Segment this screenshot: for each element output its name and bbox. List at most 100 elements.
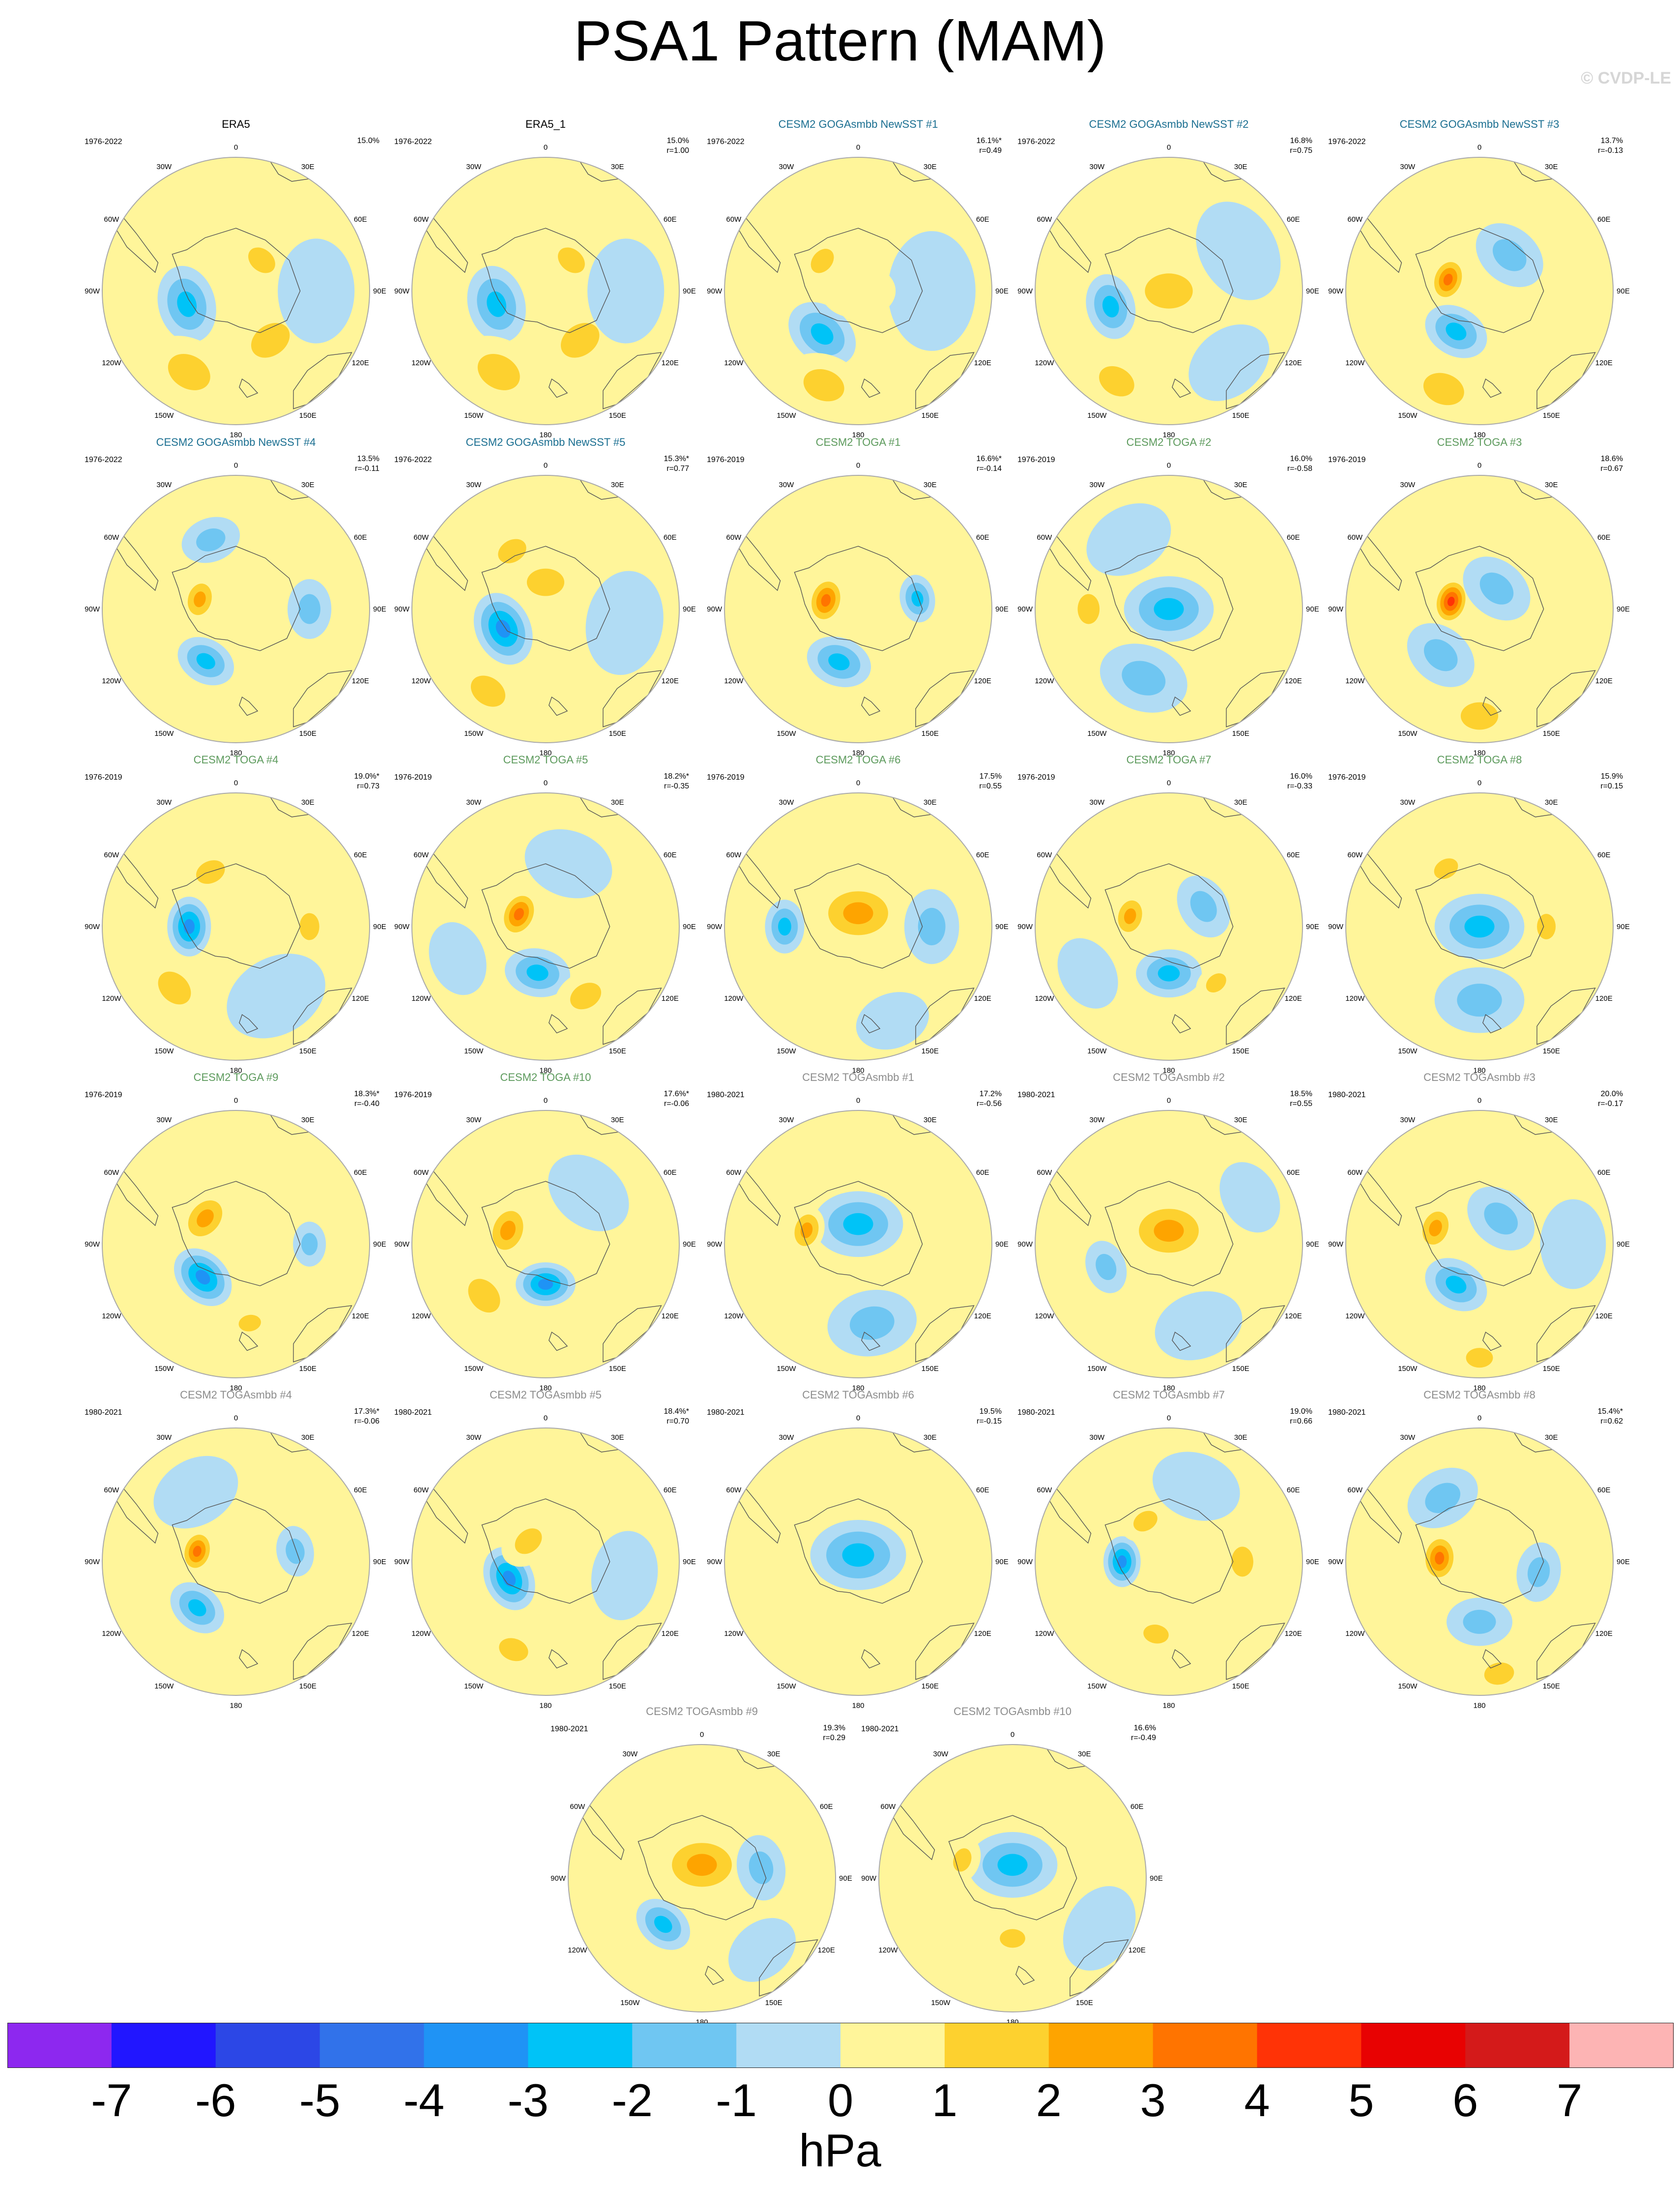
anomaly-contour <box>585 571 664 675</box>
meridian-label: 120E <box>662 1630 679 1638</box>
meridian-label: 180 <box>1162 1066 1175 1075</box>
meridian-label: 60E <box>1597 533 1611 542</box>
anomaly-contour <box>499 1638 528 1661</box>
panel-variance-percent: 18.5% <box>1290 1090 1312 1098</box>
coastline <box>915 1305 975 1363</box>
panel-grid: 0 30E 60E 90E 120E 150E 180 150W 120W 90W 60W 30W ER… <box>85 118 1632 2026</box>
meridian-label: 60W <box>104 1168 119 1177</box>
meridian-label: 90E <box>1617 1240 1630 1249</box>
meridian-label: 60E <box>354 851 367 859</box>
coastline <box>579 161 619 182</box>
panel-pattern-correlation: r=-0.49 <box>1130 1734 1156 1742</box>
meridian-label: 0 <box>234 1097 238 1105</box>
meridian-label: 180 <box>539 749 551 757</box>
colorbar-tick: 3 <box>1140 2074 1166 2126</box>
colorbar-bin <box>319 2023 425 2068</box>
anomaly-contour <box>1368 938 1429 1009</box>
panel-years: 1976-2022 <box>1328 138 1366 146</box>
panel-title: CESM2 TOGA #2 <box>1126 436 1212 448</box>
meridian-label: 30W <box>1089 481 1105 489</box>
meridian-label: 30W <box>1089 1433 1105 1442</box>
panel-years: 1980-2021 <box>861 1725 899 1733</box>
anomaly-contour <box>1435 1552 1445 1565</box>
anomaly-contour <box>470 675 506 707</box>
coastline <box>794 863 923 969</box>
polar-map: 0 30E 60E 90E 120E 150E 180 150W 120W 90W 60W 30W <box>1017 1414 1319 1710</box>
anomaly-contour <box>1423 373 1464 406</box>
panel-variance-percent: 19.0% <box>1290 1407 1312 1416</box>
meridian-label: 30E <box>1234 163 1247 171</box>
meridian-label: 90E <box>1617 287 1630 295</box>
panel-pattern-correlation: r=0.67 <box>1600 465 1623 473</box>
anomaly-contour <box>498 539 526 563</box>
anomaly-contour <box>222 1152 295 1210</box>
anomaly-contour <box>821 594 831 607</box>
panel-years: 1980-2021 <box>1328 1408 1366 1417</box>
anomaly-contour <box>177 291 197 317</box>
coastline <box>915 1623 975 1680</box>
map-panel: 0 30E 60E 90E 120E 150E 180 150W 120W 90W 60W 30W CE… <box>550 1705 854 2026</box>
anomaly-contour <box>1122 661 1166 696</box>
meridian-label: 150W <box>1398 1365 1418 1373</box>
anomaly-contour <box>193 1545 202 1557</box>
meridian-label: 90W <box>85 1240 100 1249</box>
meridian-label: 30W <box>466 163 482 171</box>
meridian-label: 90E <box>683 1558 696 1566</box>
panel-variance-percent: 19.0%* <box>354 772 379 781</box>
panel-variance-percent: 17.5% <box>979 772 1002 781</box>
meridian-label: 30E <box>611 1433 624 1442</box>
colorbar-tick: -2 <box>611 2074 653 2126</box>
meridian-label: 30E <box>924 1116 937 1124</box>
coastline <box>549 378 568 398</box>
meridian-label: 30E <box>301 798 315 807</box>
meridian-label: 60W <box>104 851 119 859</box>
meridian-label: 120W <box>411 1312 431 1320</box>
coastline <box>481 1181 610 1286</box>
meridian-label: 60W <box>1347 1168 1363 1177</box>
colorbar-bin <box>1153 2023 1258 2068</box>
map-boundary <box>411 475 680 743</box>
coastline <box>239 1332 259 1351</box>
meridian-label: 60W <box>413 851 429 859</box>
map-boundary <box>411 1427 680 1696</box>
anomaly-contour <box>570 983 602 1010</box>
meridian-label: 90W <box>394 287 410 295</box>
panel-variance-percent: 18.4%* <box>664 1407 689 1416</box>
meridian-label: 150W <box>464 411 484 420</box>
meridian-label: 60W <box>726 1486 742 1494</box>
anomaly-contour <box>1425 1483 1461 1513</box>
meridian-label: 90E <box>683 287 696 295</box>
meridian-label: 30E <box>611 163 624 171</box>
coastline <box>1015 1966 1035 1985</box>
panel-years: 1980-2021 <box>1017 1091 1055 1099</box>
coastline <box>579 797 619 817</box>
polar-map: 0 30E 60E 90E 120E 150E 180 150W 120W 90W 60W 30W <box>707 462 1009 757</box>
map-panel: 0 30E 60E 90E 120E 150E 180 150W 120W 90W 60W 30W CE… <box>1327 118 1632 439</box>
panel-pattern-correlation: r=-0.14 <box>976 465 1002 473</box>
meridian-label: 30E <box>1545 1433 1558 1442</box>
anomaly-contour <box>1446 322 1467 341</box>
cvdp-le-credit: © CVDP-LE <box>1581 69 1671 87</box>
anomaly-contour <box>1057 938 1118 1009</box>
coastline <box>1536 1305 1596 1363</box>
anomaly-contour <box>911 1524 966 1600</box>
panel-pattern-correlation: r=-0.33 <box>1287 782 1312 790</box>
panel-pattern-correlation: r=0.77 <box>666 465 689 473</box>
colorbar <box>7 2023 1674 2068</box>
map-boundary <box>724 157 992 425</box>
meridian-label: 60E <box>976 533 989 542</box>
meridian-label: 90E <box>683 1240 696 1249</box>
meridian-label: 150E <box>922 1365 939 1373</box>
meridian-label: 30E <box>1545 1116 1558 1124</box>
meridian-label: 90W <box>85 1558 100 1566</box>
coastline <box>293 988 352 1045</box>
meridian-label: 90W <box>394 1240 410 1249</box>
coastline <box>603 1305 662 1363</box>
coastline <box>1172 1649 1191 1669</box>
meridian-label: 150W <box>154 1047 174 1055</box>
meridian-label: 180 <box>852 1701 864 1710</box>
meridian-label: 30W <box>1400 163 1416 171</box>
meridian-label: 0 <box>1477 1414 1481 1423</box>
panel-pattern-correlation: r=-0.40 <box>354 1100 379 1108</box>
panel-variance-percent: 18.2%* <box>664 772 689 781</box>
